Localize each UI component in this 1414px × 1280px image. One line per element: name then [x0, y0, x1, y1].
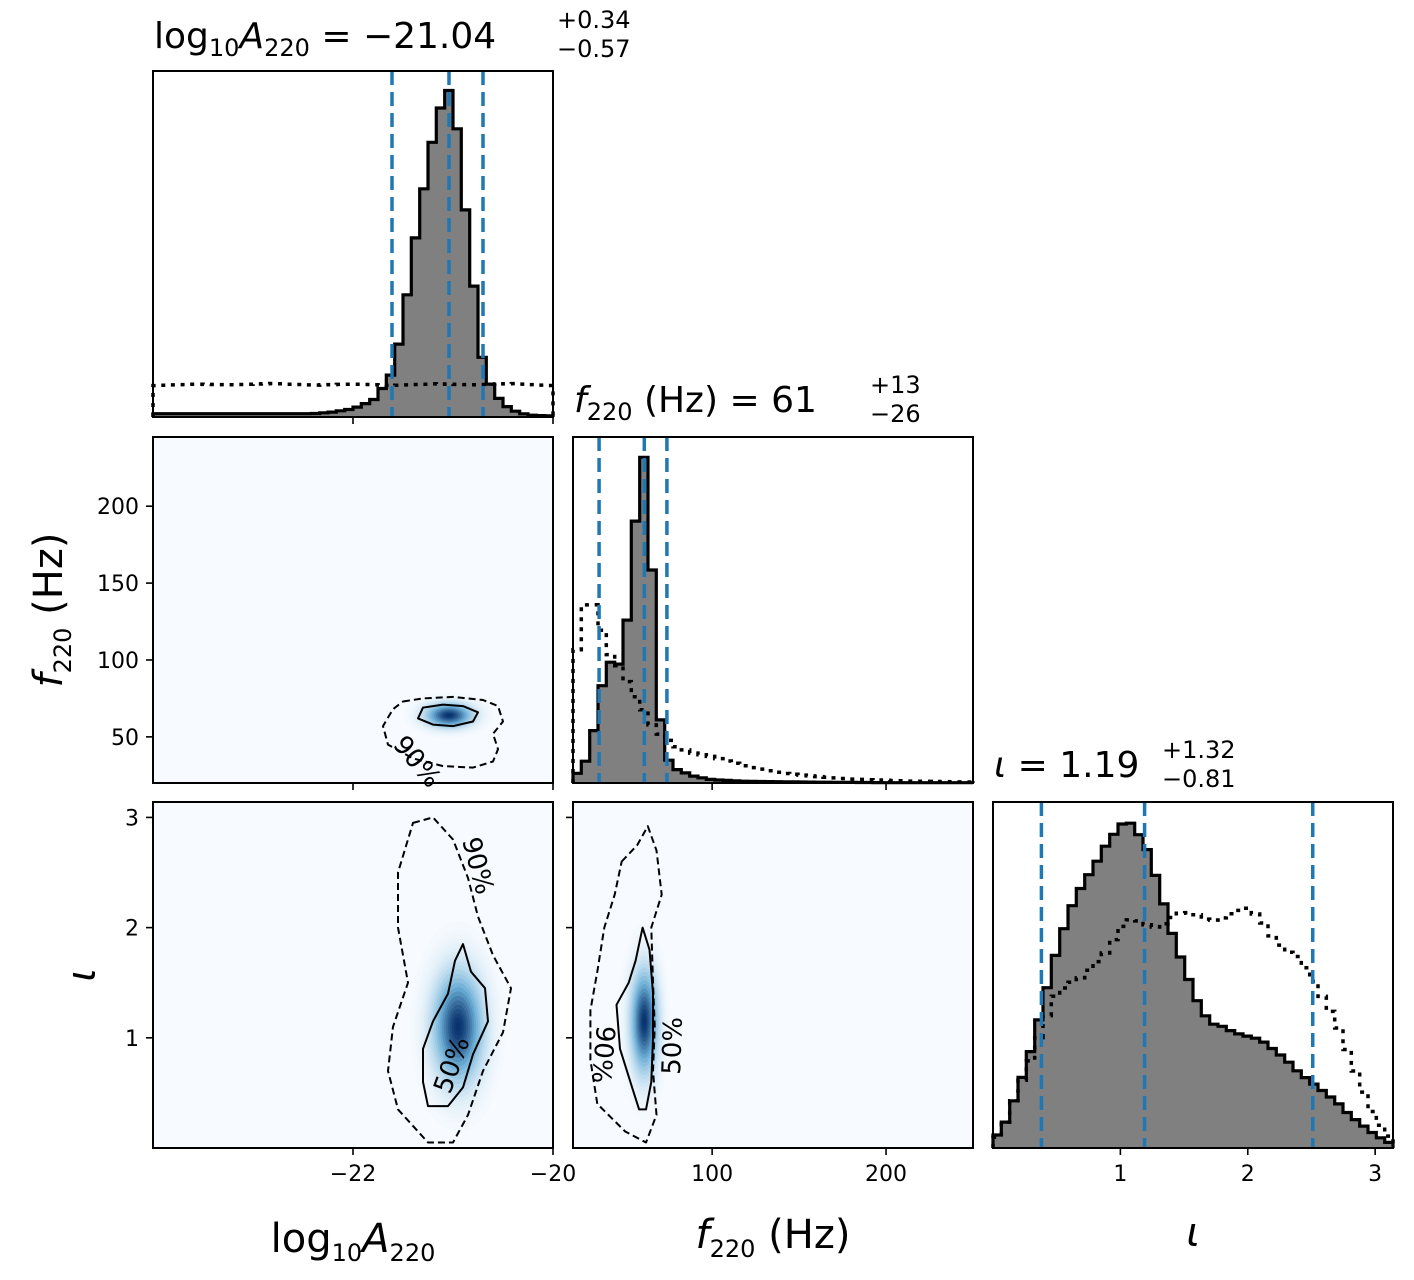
x-tick-label: 2 [1241, 1162, 1255, 1187]
y-tick-label: 200 [97, 495, 139, 520]
hist-iota [991, 802, 1395, 1148]
prior-step [991, 906, 1395, 1148]
title-iota-plus: +1.32 [1162, 736, 1236, 764]
density-background [153, 437, 553, 783]
contour-50 [615, 926, 654, 1111]
contour-label-50-c: 50% [657, 1016, 689, 1075]
density-ring [643, 1017, 646, 1026]
x-tick-label: −20 [530, 1162, 576, 1187]
contour-90 [382, 695, 504, 769]
axis-ticks: 50 100 150 200 −22 −20 1 2 3 100 200 1 2 3 [97, 417, 1382, 1187]
density-ring [456, 1022, 460, 1032]
x-tick-label: −22 [330, 1162, 376, 1187]
x-tick-label: 200 [865, 1162, 907, 1187]
y-tick-label: 50 [111, 726, 139, 751]
x-axis-title-iota: ι [1186, 1210, 1200, 1256]
posterior-fill [573, 457, 973, 783]
x-axis-title-f220: f220 (Hz) [696, 1212, 851, 1263]
panel-frame [152, 70, 554, 418]
y-axis-title-f220: f220 (Hz) [26, 533, 77, 688]
y-tick-label: 150 [97, 572, 139, 597]
panel-frame [572, 436, 974, 784]
density-f220-vs-log10A220 [153, 437, 553, 783]
density-ring [447, 714, 451, 717]
title-log10A220: log10A220 = −21.04 [154, 16, 496, 62]
title-iota-minus: −0.81 [1162, 765, 1236, 793]
title-f220: f220 (Hz) = 61 [574, 380, 817, 426]
title-log10A220-plus: +0.34 [557, 6, 631, 34]
panel-frame [572, 801, 974, 1149]
title-log10A220-minus: −0.57 [557, 35, 631, 63]
y-tick-label: 2 [125, 917, 139, 942]
posterior-fill [153, 90, 553, 417]
hist-f220 [571, 437, 975, 785]
x-tick-label: 1 [1113, 1162, 1127, 1187]
x-tick-label: 3 [1368, 1162, 1382, 1187]
title-f220-minus: −26 [870, 400, 921, 428]
x-axis-title-log10A220: log10A220 [271, 1216, 436, 1267]
y-axis-title-iota: ι [59, 968, 105, 982]
density-iota-vs-f220 [573, 802, 973, 1148]
y-tick-label: 100 [97, 649, 139, 674]
density-iota-vs-log10A220 [153, 802, 553, 1148]
posterior-step [151, 88, 555, 418]
posterior-step [991, 821, 1395, 1148]
contour-90 [387, 816, 512, 1144]
x-tick-label: 100 [691, 1162, 733, 1187]
hist-log10A220 [151, 71, 555, 418]
y-tick-label: 3 [125, 806, 139, 831]
title-iota: ι = 1.19 [994, 745, 1139, 786]
y-tick-label: 1 [125, 1027, 139, 1052]
contour-90 [589, 825, 663, 1144]
contour-50 [422, 943, 489, 1108]
contour-50 [417, 703, 479, 728]
title-f220-plus: +13 [870, 371, 921, 399]
contour-label-90-c: 90% [585, 1024, 620, 1084]
panel-frame [992, 801, 1394, 1149]
